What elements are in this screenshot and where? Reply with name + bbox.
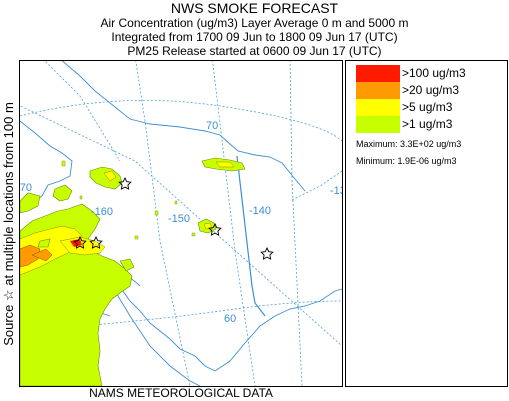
legend-item-1: >1 ug/m3 [356,116,506,133]
source-star-icon [260,246,274,260]
longitude-label: -150 [168,213,190,225]
source-star-icon [73,235,87,249]
legend-label: >100 ug/m3 [402,66,466,80]
latitude-label: 70 [206,120,218,132]
grid-labels: -170 -160 -150 -140 -130 70 60 [20,120,342,325]
legend-swatch [356,99,400,116]
smoke-speck [134,235,139,240]
smoke-area-1ug [52,184,73,202]
legend-item-100: >100 ug/m3 [356,65,506,82]
longitude-label: -170 [20,182,32,194]
parallel-line [20,100,342,142]
alaska-peninsula [114,290,201,386]
legend-item-5: >5 ug/m3 [356,99,506,116]
legend-label: >5 ug/m3 [402,100,453,114]
smoke-speck [79,195,83,200]
smoke-plume-central [37,157,246,272]
release-info: PM25 Release started at 0600 09 Jun 17 (… [127,44,382,58]
legend-swatch [356,65,400,82]
smoke-area-20ug [31,248,53,262]
smoke-area-1ug [20,192,41,214]
minimum-value: Minimum: 1.9E-06 ug/m3 [356,156,457,166]
legend-swatch [356,82,400,99]
source-side-label: Source ☆ at multiple locations from 100 … [0,60,18,388]
longitude-label: -140 [249,205,271,217]
longitude-label: -130 [330,185,342,197]
legend-swatch [356,116,400,133]
source-star-icon [208,222,222,236]
legend-label: >20 ug/m3 [402,83,460,97]
smoke-area-20ug [20,244,41,268]
maximum-value: Maximum: 3.3E+02 ug/m3 [356,139,462,149]
legend-item-20: >20 ug/m3 [356,82,506,99]
integration-period: Integrated from 1700 09 Jun to 1800 09 J… [111,30,398,44]
meridian-line [212,61,256,386]
smoke-plume-west [20,184,133,386]
source-side-label-text: Source ☆ at multiple locations from 100 … [1,102,16,346]
smoke-area-1ug [37,238,51,248]
forecast-title: NWS SMOKE FORECAST [170,0,339,16]
met-data-label: NAMS METEOROLOGICAL DATA [89,386,273,400]
source-star-icon [89,235,103,249]
smoke-speck [191,232,196,237]
source-markers [73,176,274,260]
longitude-label: -160 [91,206,113,218]
latitude-label: 60 [224,313,236,325]
meridian-line [44,61,121,162]
map-canvas: -170 -160 -150 -140 -130 70 60 [20,61,342,386]
smoke-map: -170 -160 -150 -140 -130 70 60 [19,60,343,387]
smoke-speck [154,210,159,216]
smoke-area-5ug [103,170,117,182]
map-graticule [20,61,342,386]
smoke-area-1ug [119,258,135,272]
meridian-line [289,170,342,202]
smoke-specks [61,160,196,240]
smoke-speck [174,200,178,205]
meridian-line [289,61,303,386]
smoke-area-5ug [215,161,235,168]
concentration-subtitle: Air Concentration (ug/m3) Layer Average … [100,16,409,30]
us-canada-border [236,155,266,317]
smoke-speck [61,160,66,167]
parallel-line [20,300,342,332]
source-star-icon [118,176,132,190]
meridian-line [135,61,191,386]
smoke-area-1ug [89,166,123,190]
legend-label: >1 ug/m3 [402,117,453,131]
alaska-north-coast [61,61,306,192]
legend-panel: >100 ug/m3 >20 ug/m3 >5 ug/m3 >1 ug/m3 M… [345,60,508,387]
